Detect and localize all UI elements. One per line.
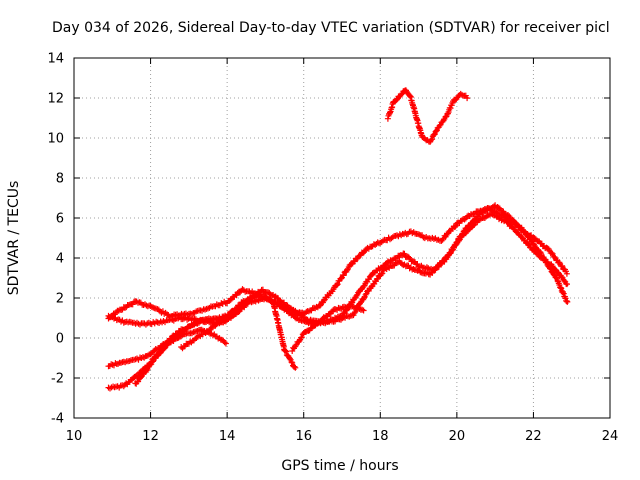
y-tick-label: -2 — [51, 372, 64, 387]
series-sat-g — [289, 303, 367, 354]
data-point-marker — [282, 347, 289, 354]
data-point-marker — [232, 305, 239, 312]
data-point-marker — [288, 359, 295, 365]
data-point-marker — [317, 302, 323, 309]
x-tick-label: 12 — [142, 429, 159, 444]
x-tick-label: 14 — [219, 429, 236, 444]
data-point-marker — [542, 256, 549, 263]
data-point-marker — [435, 263, 442, 270]
data-point-marker — [429, 136, 436, 143]
x-tick-label: 22 — [525, 429, 542, 444]
data-point-marker — [559, 262, 566, 269]
data-point-marker — [340, 272, 347, 279]
data-point-marker — [551, 254, 558, 260]
data-point-marker — [344, 267, 351, 274]
data-point-marker — [360, 307, 367, 314]
data-point-marker — [351, 310, 358, 317]
plot-frame — [73, 57, 611, 419]
data-point-marker — [401, 250, 408, 257]
data-point-marker — [353, 292, 360, 299]
data-point-marker — [138, 374, 144, 381]
series-sat-a — [105, 205, 570, 322]
y-tick-label: 2 — [56, 292, 64, 307]
data-point-marker — [333, 282, 340, 289]
data-point-marker — [160, 346, 167, 353]
data-point-marker — [320, 297, 327, 304]
data-point-marker — [393, 96, 400, 103]
data-point-marker — [338, 275, 345, 282]
data-point-marker — [292, 364, 299, 371]
data-point-marker — [549, 250, 556, 257]
data-point-marker — [555, 269, 561, 276]
x-axis-label: GPS time / hours — [281, 458, 398, 474]
data-point-marker — [334, 281, 341, 288]
data-point-marker — [557, 284, 564, 291]
data-point-marker — [221, 339, 228, 346]
data-point-marker — [222, 340, 229, 347]
y-tick-label: 8 — [56, 172, 64, 187]
x-tick-label: 16 — [295, 429, 312, 444]
series-layer — [105, 87, 571, 392]
data-point-marker — [436, 122, 443, 129]
data-point-marker — [407, 93, 414, 100]
data-point-marker — [564, 281, 570, 288]
data-point-marker — [157, 350, 164, 356]
x-tick-label: 10 — [66, 429, 83, 444]
data-point-marker — [548, 249, 555, 256]
x-tick-label: 18 — [372, 429, 389, 444]
data-point-marker — [493, 213, 500, 219]
data-point-marker — [152, 355, 159, 362]
data-point-marker — [164, 311, 170, 318]
data-point-marker — [361, 295, 367, 302]
data-point-marker — [456, 237, 462, 244]
series-sat-e — [132, 315, 221, 387]
data-point-marker — [283, 348, 290, 355]
y-tick-label: 4 — [56, 252, 64, 267]
data-point-marker — [286, 355, 293, 362]
series-line — [134, 317, 220, 385]
data-point-marker — [398, 91, 405, 98]
y-tick-label: -4 — [51, 412, 64, 427]
y-tick-label: 0 — [56, 332, 64, 347]
data-point-marker — [156, 350, 163, 357]
data-point-marker — [526, 241, 533, 248]
data-point-marker — [289, 359, 296, 366]
data-point-marker — [298, 334, 305, 341]
x-tick-label: 24 — [602, 429, 619, 444]
series-sat-h — [384, 87, 471, 145]
data-point-marker — [464, 95, 471, 102]
data-point-marker — [239, 286, 246, 293]
data-point-marker — [564, 298, 571, 305]
data-point-marker — [469, 222, 476, 229]
x-tick-label: 20 — [449, 429, 466, 444]
data-point-marker — [563, 270, 570, 277]
data-point-marker — [518, 234, 525, 241]
data-point-marker — [451, 224, 458, 231]
y-tick-label: 12 — [47, 92, 64, 107]
series-line — [108, 207, 569, 319]
y-tick-label: 14 — [47, 52, 64, 67]
data-point-marker — [505, 212, 512, 219]
y-tick-label: 10 — [47, 132, 64, 147]
data-point-marker — [378, 271, 385, 277]
y-axis-label: SDTVAR / TECUs — [6, 181, 22, 296]
data-point-marker — [135, 378, 142, 385]
data-point-marker — [267, 296, 274, 303]
data-point-marker — [379, 270, 386, 277]
chart-title: Day 034 of 2026, Sidereal Day-to-day VTE… — [52, 20, 610, 36]
series-sat-f — [178, 291, 299, 371]
y-tick-label: 6 — [56, 212, 64, 227]
data-point-marker — [362, 291, 369, 298]
data-point-marker — [291, 363, 298, 370]
data-point-marker — [374, 275, 381, 282]
